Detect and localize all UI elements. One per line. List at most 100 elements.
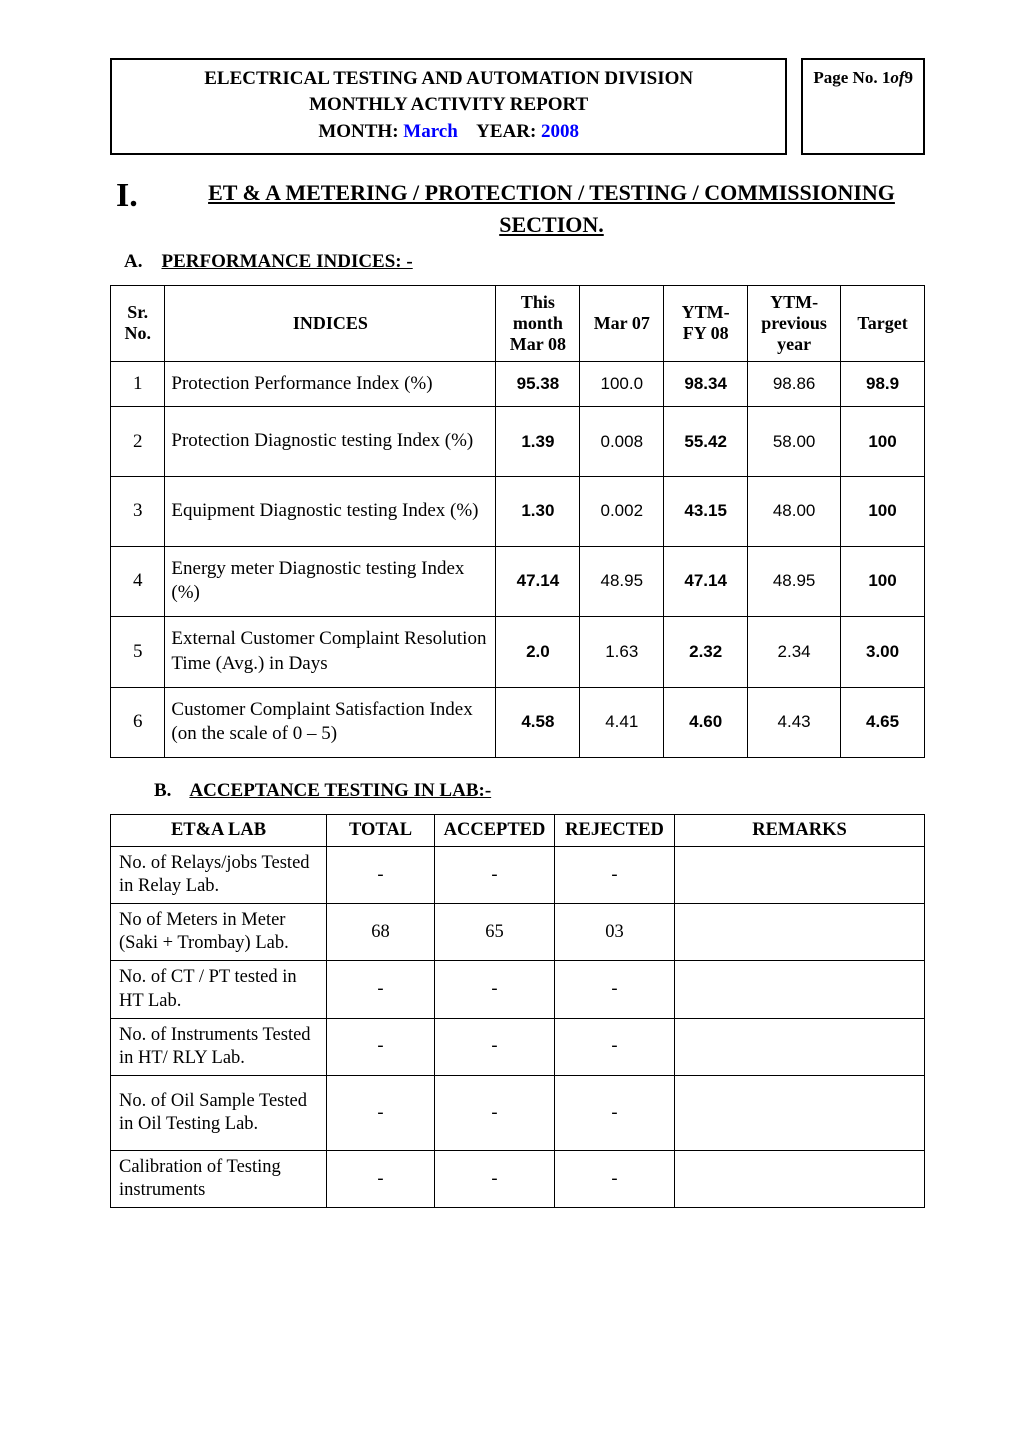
perf-col-ytmprev: YTM-previous year — [748, 285, 841, 361]
lab-subhead: B. ACCEPTANCE TESTING IN LAB:- — [154, 780, 925, 802]
perf-cell-m08: 2.0 — [496, 617, 580, 687]
page: ELECTRICAL TESTING AND AUTOMATION DIVISI… — [0, 0, 1020, 1443]
title-month-line: MONTH: March YEAR: 2008 — [122, 119, 775, 145]
perf-col-target: Target — [841, 285, 925, 361]
lab-cell-total: - — [327, 1075, 435, 1150]
lab-cell-rejected: - — [555, 1075, 675, 1150]
perf-cell-m07: 4.41 — [580, 687, 664, 757]
section-1-roman: I. — [110, 177, 178, 241]
perf-cell-ind: Protection Diagnostic testing Index (%) — [165, 407, 496, 477]
perf-cell-m07: 0.002 — [580, 477, 664, 547]
lab-letter: B. — [154, 780, 171, 801]
lab-table: ET&A LAB TOTAL ACCEPTED REJECTED REMARKS… — [110, 814, 925, 1209]
perf-cell-sr: 2 — [111, 407, 165, 477]
year-value: 2008 — [541, 121, 579, 142]
lab-cell-total: - — [327, 846, 435, 903]
lab-col-total: TOTAL — [327, 814, 435, 846]
perf-cell-ind: External Customer Complaint Resolution T… — [165, 617, 496, 687]
perf-cell-tgt: 100 — [841, 546, 925, 616]
perf-cell-m07: 48.95 — [580, 546, 664, 616]
lab-cell-remarks — [675, 1018, 925, 1075]
perf-cell-m08: 95.38 — [496, 361, 580, 407]
perf-cell-y08: 47.14 — [664, 546, 748, 616]
perf-cell-tgt: 3.00 — [841, 617, 925, 687]
perf-cell-y08: 98.34 — [664, 361, 748, 407]
lab-cell-rejected: - — [555, 961, 675, 1018]
lab-col-remarks: REMARKS — [675, 814, 925, 846]
lab-cell-accepted: 65 — [435, 904, 555, 961]
section-1-title-line1: ET & A METERING / PROTECTION / TESTING /… — [208, 180, 895, 205]
table-row: No. of Relays/jobs Tested in Relay Lab.-… — [111, 846, 925, 903]
year-label: YEAR: — [476, 121, 536, 142]
perf-cell-tgt: 100 — [841, 407, 925, 477]
lab-cell-remarks — [675, 1151, 925, 1208]
page-number-prefix: Page No. 1 — [813, 68, 890, 88]
lab-cell-total: - — [327, 961, 435, 1018]
lab-cell-total: - — [327, 1018, 435, 1075]
perf-cell-m07: 0.008 — [580, 407, 664, 477]
lab-cell-label: No of Meters in Meter (Saki + Trombay) L… — [111, 904, 327, 961]
perf-cell-m08: 4.58 — [496, 687, 580, 757]
perf-cell-sr: 6 — [111, 687, 165, 757]
perf-cell-sr: 5 — [111, 617, 165, 687]
lab-header-row: ET&A LAB TOTAL ACCEPTED REJECTED REMARKS — [111, 814, 925, 846]
lab-col-rejected: REJECTED — [555, 814, 675, 846]
perf-col-thismonth: This month Mar 08 — [496, 285, 580, 361]
section-1-title-line2: SECTION. — [499, 212, 604, 237]
perf-cell-yprev: 58.00 — [748, 407, 841, 477]
lab-cell-remarks — [675, 961, 925, 1018]
section-1-title: ET & A METERING / PROTECTION / TESTING /… — [178, 177, 925, 241]
perf-cell-yprev: 98.86 — [748, 361, 841, 407]
lab-cell-label: No. of Instruments Tested in HT/ RLY Lab… — [111, 1018, 327, 1075]
lab-cell-accepted: - — [435, 846, 555, 903]
perf-cell-ind: Equipment Diagnostic testing Index (%) — [165, 477, 496, 547]
perf-cell-tgt: 100 — [841, 477, 925, 547]
page-number-of: of — [890, 68, 904, 88]
title-box: ELECTRICAL TESTING AND AUTOMATION DIVISI… — [110, 58, 787, 155]
table-row: No of Meters in Meter (Saki + Trombay) L… — [111, 904, 925, 961]
perf-cell-tgt: 98.9 — [841, 361, 925, 407]
perf-header-row: Sr. No. INDICES This month Mar 08 Mar 07… — [111, 285, 925, 361]
perf-cell-m07: 1.63 — [580, 617, 664, 687]
perf-cell-m07: 100.0 — [580, 361, 664, 407]
month-label: MONTH: — [318, 121, 398, 142]
lab-cell-label: Calibration of Testing instruments — [111, 1151, 327, 1208]
lab-col-lab: ET&A LAB — [111, 814, 327, 846]
title-line-1: ELECTRICAL TESTING AND AUTOMATION DIVISI… — [122, 66, 775, 92]
perf-cell-m08: 1.30 — [496, 477, 580, 547]
perf-cell-y08: 43.15 — [664, 477, 748, 547]
table-row: 5External Customer Complaint Resolution … — [111, 617, 925, 687]
perf-cell-ind: Customer Complaint Satisfaction Index (o… — [165, 687, 496, 757]
table-row: 3Equipment Diagnostic testing Index (%)1… — [111, 477, 925, 547]
table-row: 2Protection Diagnostic testing Index (%)… — [111, 407, 925, 477]
lab-cell-remarks — [675, 904, 925, 961]
table-row: 1Protection Performance Index (%)95.3810… — [111, 361, 925, 407]
table-row: No. of CT / PT tested in HT Lab.--- — [111, 961, 925, 1018]
perf-label: PERFORMANCE INDICES: - — [161, 251, 412, 272]
page-number-box: Page No. 1 of 9 — [801, 58, 925, 155]
table-row: Calibration of Testing instruments--- — [111, 1151, 925, 1208]
table-row: 4Energy meter Diagnostic testing Index (… — [111, 546, 925, 616]
perf-subhead: A. PERFORMANCE INDICES: - — [124, 251, 925, 273]
lab-cell-remarks — [675, 846, 925, 903]
perf-cell-sr: 4 — [111, 546, 165, 616]
lab-cell-total: 68 — [327, 904, 435, 961]
lab-cell-rejected: - — [555, 1018, 675, 1075]
lab-cell-total: - — [327, 1151, 435, 1208]
perf-letter: A. — [124, 251, 142, 272]
perf-cell-sr: 3 — [111, 477, 165, 547]
lab-col-accepted: ACCEPTED — [435, 814, 555, 846]
perf-col-sr: Sr. No. — [111, 285, 165, 361]
lab-cell-accepted: - — [435, 1151, 555, 1208]
table-row: No. of Instruments Tested in HT/ RLY Lab… — [111, 1018, 925, 1075]
perf-cell-ind: Protection Performance Index (%) — [165, 361, 496, 407]
lab-cell-rejected: - — [555, 846, 675, 903]
perf-cell-sr: 1 — [111, 361, 165, 407]
lab-cell-accepted: - — [435, 1018, 555, 1075]
perf-col-ytm08: YTM-FY 08 — [664, 285, 748, 361]
lab-cell-rejected: - — [555, 1151, 675, 1208]
perf-cell-yprev: 48.00 — [748, 477, 841, 547]
perf-cell-y08: 2.32 — [664, 617, 748, 687]
perf-cell-ind: Energy meter Diagnostic testing Index (%… — [165, 546, 496, 616]
lab-cell-label: No. of Relays/jobs Tested in Relay Lab. — [111, 846, 327, 903]
